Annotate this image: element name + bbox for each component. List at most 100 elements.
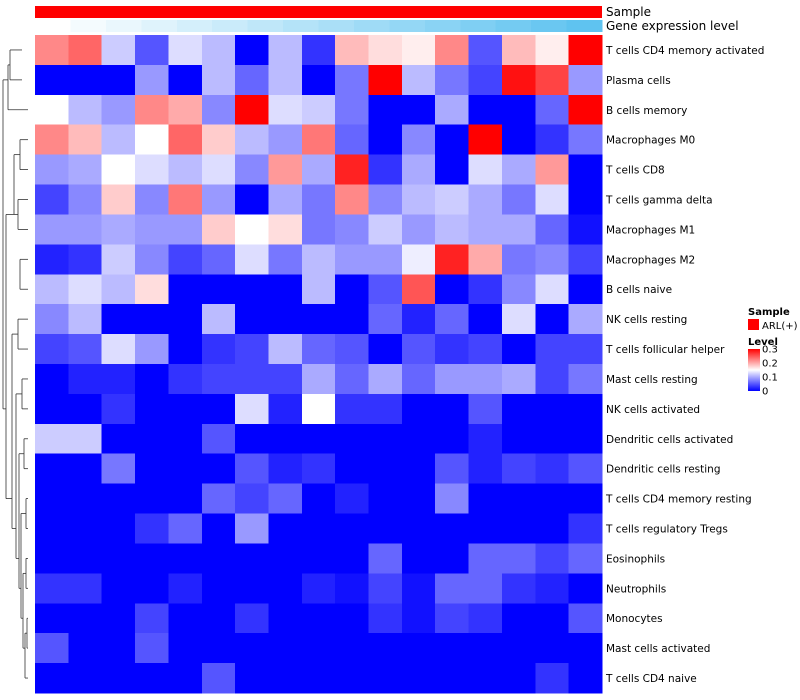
heatmap-cell [168, 124, 203, 156]
heatmap-cell [301, 633, 336, 664]
heatmap-cell [468, 483, 503, 514]
heatmap-cell [301, 364, 336, 395]
heatmap-cell [501, 364, 536, 395]
heatmap-cell [68, 633, 103, 664]
heatmap-cell [435, 244, 469, 275]
heatmap-cell [401, 64, 436, 96]
heatmap-cell [235, 663, 269, 694]
heatmap-cell [201, 35, 236, 66]
heatmap-cell [301, 453, 336, 485]
heatmap-cell [268, 244, 303, 275]
heatmap-cell [468, 453, 503, 485]
heatmap-cell [101, 35, 136, 66]
heatmap-cell [68, 663, 103, 694]
heatmap-cell [568, 334, 603, 365]
heatmap-cell [368, 304, 403, 335]
heatmap-cell [501, 244, 536, 275]
heatmap-cell [335, 334, 369, 365]
heatmap-cell [501, 274, 536, 305]
heatmap-cell [335, 304, 369, 335]
heatmap-cell [468, 274, 503, 305]
heatmap-cell [135, 334, 169, 365]
legend-tick-label: 0.2 [762, 359, 778, 370]
heatmap-cell [135, 453, 169, 485]
heatmap-cell [435, 603, 469, 634]
heatmap-cell [201, 663, 236, 694]
heatmap-cell [268, 633, 303, 664]
heatmap-cell [368, 633, 403, 664]
heatmap-cell [468, 364, 503, 395]
heatmap-cell [68, 124, 103, 156]
heatmap-cell [135, 393, 169, 425]
heatmap-cell [301, 483, 336, 514]
legend-color-bar [748, 349, 760, 391]
heatmap-cell [68, 184, 103, 215]
heatmap-cell [201, 633, 236, 664]
heatmap-cell [135, 184, 169, 215]
heatmap-cell [501, 94, 536, 126]
legend-sample-swatch [748, 319, 759, 330]
heatmap-cell [568, 573, 603, 604]
heatmap-cell [468, 214, 503, 245]
heatmap-cell [135, 154, 169, 185]
heatmap-cell [368, 334, 403, 365]
row-label: Plasma cells [606, 75, 671, 87]
heatmap-cell [301, 214, 336, 245]
heatmap-cell [401, 154, 436, 185]
heatmap-cell [35, 244, 69, 275]
heatmap-cell [368, 124, 403, 156]
heatmap-cell [68, 304, 103, 335]
heatmap-cell [268, 334, 303, 365]
heatmap-cell [468, 513, 503, 544]
heatmap-cell [35, 543, 69, 574]
heatmap-cell [101, 633, 136, 664]
row-label: Eosinophils [606, 553, 665, 565]
heatmap-cell [368, 35, 403, 66]
heatmap-cell [68, 35, 103, 66]
heatmap-cell [435, 423, 469, 455]
heatmap-cell [301, 423, 336, 455]
expression-track-cell [531, 20, 567, 32]
heatmap-cell [168, 453, 203, 485]
heatmap-cell [435, 214, 469, 245]
heatmap-cell [568, 513, 603, 544]
heatmap-cell [35, 453, 69, 485]
heatmap-cell [201, 513, 236, 544]
heatmap-cell [68, 94, 103, 126]
heatmap-cell [568, 633, 603, 664]
row-label: T cells CD8 [605, 165, 665, 177]
heatmap-cell [101, 573, 136, 604]
heatmap-cell [468, 124, 503, 156]
heatmap-cell [568, 184, 603, 215]
heatmap-cell [535, 633, 570, 664]
heatmap-cell [268, 423, 303, 455]
heatmap-cell [235, 214, 269, 245]
heatmap-cell [201, 573, 236, 604]
heatmap-cell [501, 633, 536, 664]
heatmap-cell [501, 124, 536, 156]
heatmap-cell [335, 244, 369, 275]
heatmap-cell [535, 513, 570, 544]
heatmap-cell [501, 184, 536, 215]
heatmap-cell [568, 214, 603, 245]
heatmap-cell [135, 543, 169, 574]
heatmap-cell [35, 364, 69, 395]
heatmap-cell [168, 154, 203, 185]
heatmap-cell [568, 453, 603, 485]
heatmap-cell [501, 453, 536, 485]
heatmap-cell [268, 573, 303, 604]
heatmap-cell [235, 453, 269, 485]
heatmap-cell [35, 663, 69, 694]
heatmap-cell [135, 423, 169, 455]
heatmap-cell [335, 543, 369, 574]
heatmap-cell [35, 154, 69, 185]
heatmap-cell [568, 64, 603, 96]
heatmap-cell [435, 364, 469, 395]
heatmap-cell [101, 124, 136, 156]
heatmap-cell [201, 64, 236, 96]
heatmap-cell [201, 154, 236, 185]
heatmap-cell [168, 304, 203, 335]
heatmap-cell [268, 543, 303, 574]
heatmap-cell [201, 543, 236, 574]
heatmap-cell [235, 184, 269, 215]
